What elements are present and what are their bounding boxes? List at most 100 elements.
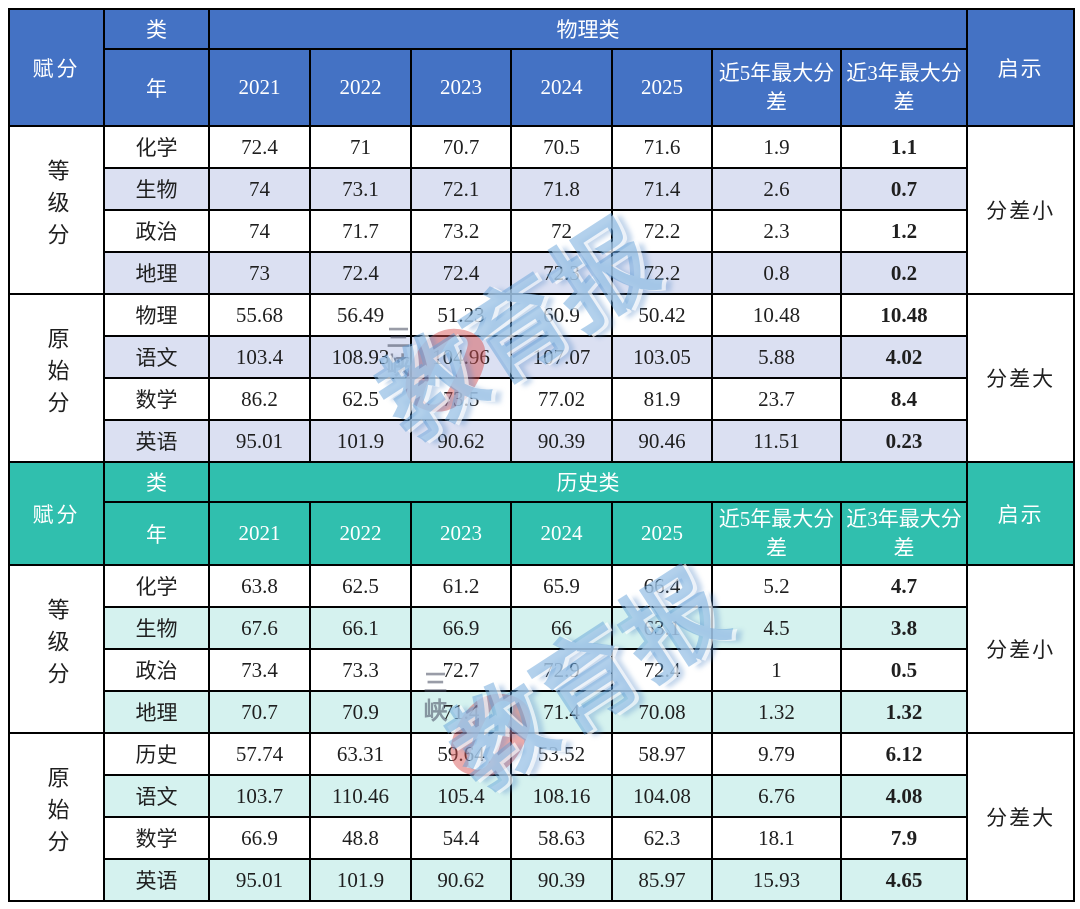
value-cell: 8.4 — [839, 377, 969, 421]
value-cell: 7.9 — [839, 816, 969, 860]
value-cell: 48.8 — [309, 816, 412, 860]
value-cell: 90.62 — [410, 858, 512, 902]
value-cell: 70.7 — [208, 690, 311, 734]
value-cell: 71.4 — [510, 690, 613, 734]
value-cell: 70.08 — [611, 690, 713, 734]
year-label-header-cell: 年 — [103, 501, 210, 566]
value-cell: 72.4 — [410, 251, 512, 295]
value-cell: 81.9 — [611, 377, 713, 421]
value-cell: 73.3 — [309, 648, 412, 692]
value-cell: 72.4 — [309, 251, 412, 295]
value-cell: 60.9 — [510, 293, 613, 337]
year-header-cell: 2023 — [410, 48, 512, 127]
value-cell: 95.01 — [208, 419, 311, 463]
insight-header-cell: 启示 — [966, 461, 1076, 566]
value-cell: 70.5 — [510, 125, 613, 169]
value-cell: 63.31 — [309, 732, 412, 776]
value-cell: 73.4 — [208, 648, 311, 692]
value-cell: 72 — [510, 209, 613, 253]
value-cell: 73.2 — [410, 209, 512, 253]
value-cell: 71.8 — [510, 167, 613, 211]
value-cell: 72.9 — [510, 648, 613, 692]
value-cell: 90.39 — [510, 419, 613, 463]
value-cell: 66.9 — [410, 606, 512, 650]
max5-diff-header-cell: 近5年最大分差 — [711, 501, 842, 566]
group-label-text: 原始分 — [44, 766, 70, 862]
max3-diff-header-cell: 近3年最大分差 — [839, 48, 969, 127]
insight-cell: 分差小 — [966, 564, 1076, 734]
value-cell: 58.97 — [611, 732, 713, 776]
value-cell: 5.2 — [711, 564, 842, 608]
value-cell: 103.7 — [208, 774, 311, 818]
value-cell: 85.97 — [611, 858, 713, 902]
value-cell: 90.39 — [510, 858, 613, 902]
value-cell: 103.4 — [208, 335, 311, 379]
score-comparison-table: 赋分类物理类 启示年 2021 2022 2023 2024 2025 近5年最大分差 近3年最… — [8, 8, 1076, 902]
value-cell: 58.63 — [510, 816, 613, 860]
value-cell: 0.23 — [839, 419, 969, 463]
value-cell: 54.4 — [410, 816, 512, 860]
insight-cell: 分差大 — [966, 293, 1076, 463]
group-label-cell: 等级分 — [8, 125, 105, 295]
class-label-header-cell: 类 — [103, 8, 210, 50]
year-label-header-cell: 年 — [103, 48, 210, 127]
year-header-cell: 2023 — [410, 501, 512, 566]
value-cell: 103.05 — [611, 335, 713, 379]
value-cell: 61.2 — [410, 564, 512, 608]
value-cell: 23.7 — [711, 377, 842, 421]
subject-cell: 政治 — [103, 648, 210, 692]
value-cell: 0.7 — [839, 167, 969, 211]
value-cell: 90.62 — [410, 419, 512, 463]
value-cell: 74 — [208, 209, 311, 253]
subject-cell: 地理 — [103, 251, 210, 295]
value-cell: 4.7 — [839, 564, 969, 608]
year-header-cell: 2022 — [309, 501, 412, 566]
subject-cell: 政治 — [103, 209, 210, 253]
value-cell: 4.5 — [711, 606, 842, 650]
value-cell: 1.9 — [711, 125, 842, 169]
value-cell: 55.68 — [208, 293, 311, 337]
value-cell: 70.7 — [410, 125, 512, 169]
value-cell: 71.6 — [611, 125, 713, 169]
value-cell: 62.5 — [309, 377, 412, 421]
value-cell: 62.3 — [611, 816, 713, 860]
value-cell: 1.2 — [839, 209, 969, 253]
value-cell: 1 — [711, 648, 842, 692]
value-cell: 2.3 — [711, 209, 842, 253]
value-cell: 101.9 — [309, 419, 412, 463]
value-cell: 71.4 — [611, 167, 713, 211]
corner-header-cell: 赋分 — [8, 8, 105, 127]
value-cell: 5.88 — [711, 335, 842, 379]
value-cell: 110.46 — [309, 774, 412, 818]
value-cell: 0.8 — [711, 251, 842, 295]
value-cell: 72.3 — [510, 251, 613, 295]
value-cell: 10.48 — [839, 293, 969, 337]
value-cell: 72.1 — [410, 167, 512, 211]
value-cell: 10.48 — [711, 293, 842, 337]
value-cell: 11.51 — [711, 419, 842, 463]
subject-cell: 语文 — [103, 335, 210, 379]
category-header-cell: 物理类 — [207, 8, 969, 50]
year-header-cell: 2022 — [309, 48, 412, 127]
value-cell: 1.32 — [711, 690, 842, 734]
value-cell: 6.12 — [839, 732, 969, 776]
value-cell: 107.07 — [510, 335, 613, 379]
subject-cell: 英语 — [103, 419, 210, 463]
value-cell: 63.8 — [208, 564, 311, 608]
value-cell: 3.8 — [839, 606, 969, 650]
value-cell: 9.79 — [711, 732, 842, 776]
category-header-cell: 历史类 — [207, 461, 969, 503]
max3-diff-header-cell: 近3年最大分差 — [839, 501, 969, 566]
value-cell: 73.5 — [410, 377, 512, 421]
value-cell: 72.2 — [611, 251, 713, 295]
value-cell: 72.2 — [611, 209, 713, 253]
subject-cell: 化学 — [103, 125, 210, 169]
year-header-cell: 2025 — [611, 501, 713, 566]
class-label-header-cell: 类 — [103, 461, 210, 503]
value-cell: 4.08 — [839, 774, 969, 818]
subject-cell: 数学 — [103, 377, 210, 421]
corner-header-cell: 赋分 — [8, 461, 105, 566]
insight-cell: 分差小 — [966, 125, 1076, 295]
value-cell: 63.1 — [611, 606, 713, 650]
subject-cell: 物理 — [103, 293, 210, 337]
